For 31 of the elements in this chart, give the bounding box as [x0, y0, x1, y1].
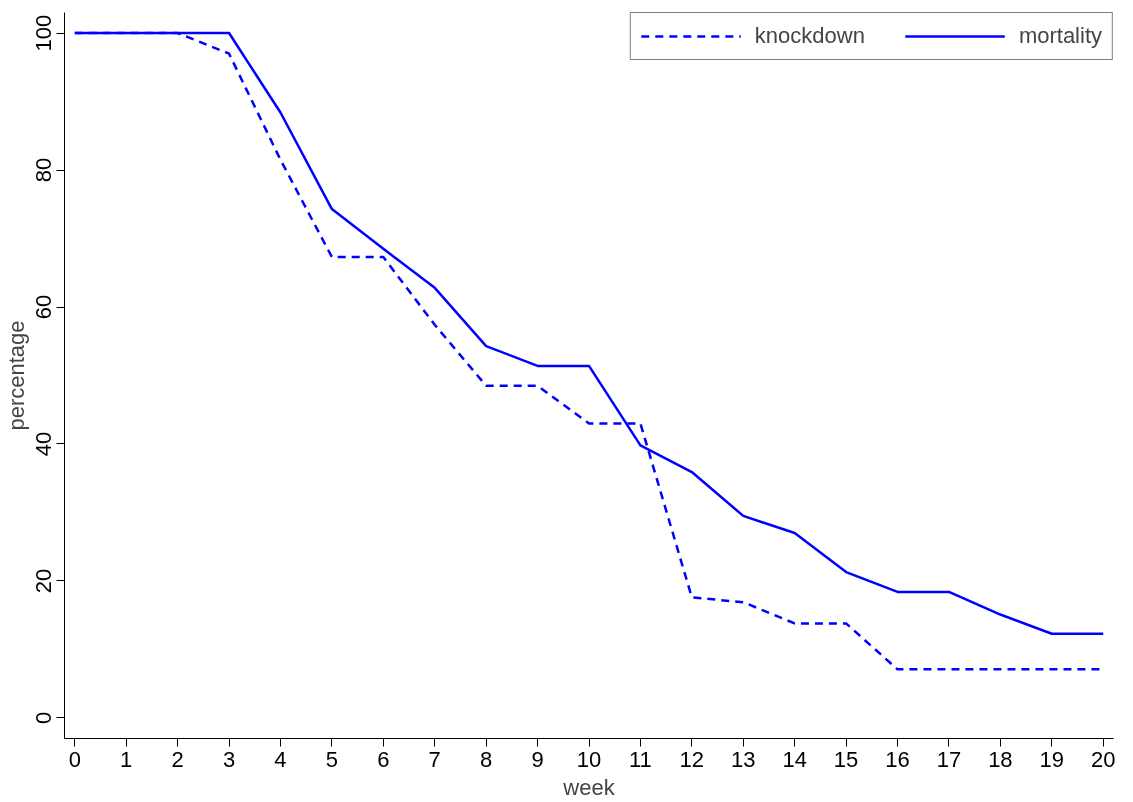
y-tick-label: 100: [31, 14, 57, 52]
legend-label: knockdown: [754, 23, 865, 49]
x-tick-label: 4: [274, 746, 287, 772]
x-tick-label: 5: [325, 746, 339, 772]
x-tick-label: 6: [377, 746, 390, 772]
x-tick-label: 7: [428, 746, 441, 772]
x-tick-label: 2: [171, 746, 184, 772]
x-tick-label: 14: [782, 746, 807, 772]
x-tick-label: 13: [731, 746, 756, 772]
x-axis-title: week: [562, 774, 616, 800]
y-tick-label: 0: [31, 711, 57, 725]
x-tick-label: 9: [531, 746, 544, 772]
legend-label: mortality: [1018, 23, 1102, 49]
x-tick-label: 10: [576, 746, 602, 772]
y-tick-label: 40: [31, 431, 57, 457]
x-tick-label: 16: [885, 746, 910, 772]
x-tick-label: 0: [68, 746, 81, 772]
x-tick-label: 12: [679, 746, 705, 772]
x-tick-label: 8: [480, 746, 493, 772]
x-tick-label: 15: [833, 746, 859, 772]
x-tick-label: 3: [222, 746, 236, 772]
x-tick-label: 19: [1039, 746, 1065, 772]
x-tick-label: 17: [936, 746, 962, 772]
y-axis-title: percentage: [3, 320, 29, 431]
x-tick-label: 20: [1090, 746, 1116, 772]
x-tick-label: 1: [120, 746, 133, 772]
y-tick-label: 80: [31, 157, 57, 183]
x-tick-label: 11: [629, 746, 652, 772]
y-tick-label: 20: [31, 568, 57, 594]
x-tick-label: 18: [988, 746, 1013, 772]
y-tick-label: 60: [31, 294, 57, 320]
